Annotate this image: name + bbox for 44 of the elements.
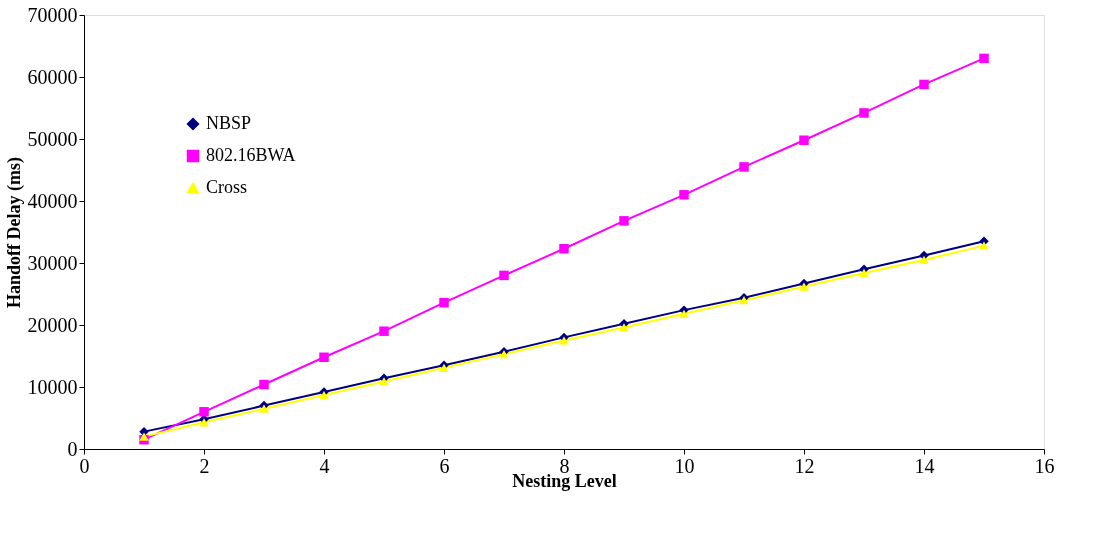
point — [919, 255, 929, 265]
point — [379, 377, 389, 386]
point — [979, 241, 989, 250]
x-tick-label: 4 — [319, 454, 330, 477]
point — [979, 53, 989, 64]
point — [679, 309, 689, 318]
point — [439, 297, 449, 308]
point — [559, 336, 569, 345]
point — [799, 135, 809, 145]
point — [619, 216, 629, 226]
x-tick-label: 14 — [914, 454, 935, 477]
x-tick-label: 6 — [439, 454, 450, 477]
legend-label: 802.16BWA — [206, 145, 296, 165]
point — [379, 326, 389, 336]
point — [499, 270, 509, 281]
y-tick-label: 70000 — [27, 3, 78, 26]
y-tick-label: 60000 — [27, 65, 78, 88]
x-tick-label: 16 — [1034, 454, 1055, 477]
y-tick-label: 30000 — [27, 251, 78, 274]
point — [919, 79, 929, 90]
point — [139, 432, 149, 441]
x-tick-label: 12 — [794, 454, 815, 477]
point — [859, 108, 869, 118]
point — [199, 407, 209, 417]
point — [619, 323, 629, 332]
legend-label: Cross — [206, 177, 248, 197]
point — [739, 162, 749, 172]
y-tick-label: 20000 — [27, 313, 78, 336]
point — [859, 268, 869, 278]
legend-label: NBSP — [206, 113, 252, 133]
point — [559, 244, 569, 254]
point — [259, 379, 269, 390]
point — [499, 350, 509, 359]
x-tick-label: 10 — [674, 454, 695, 477]
y-tick-label: 0 — [67, 437, 78, 460]
point — [799, 282, 809, 291]
y-axis-title: Handoff Delay (ms) — [3, 157, 25, 308]
y-tick-label: 50000 — [27, 127, 78, 150]
x-tick-label: 2 — [199, 454, 210, 477]
point — [259, 404, 269, 413]
point — [319, 352, 329, 362]
point — [679, 190, 689, 200]
y-tick-label: 40000 — [27, 189, 78, 212]
y-tick-label: 10000 — [27, 375, 78, 398]
